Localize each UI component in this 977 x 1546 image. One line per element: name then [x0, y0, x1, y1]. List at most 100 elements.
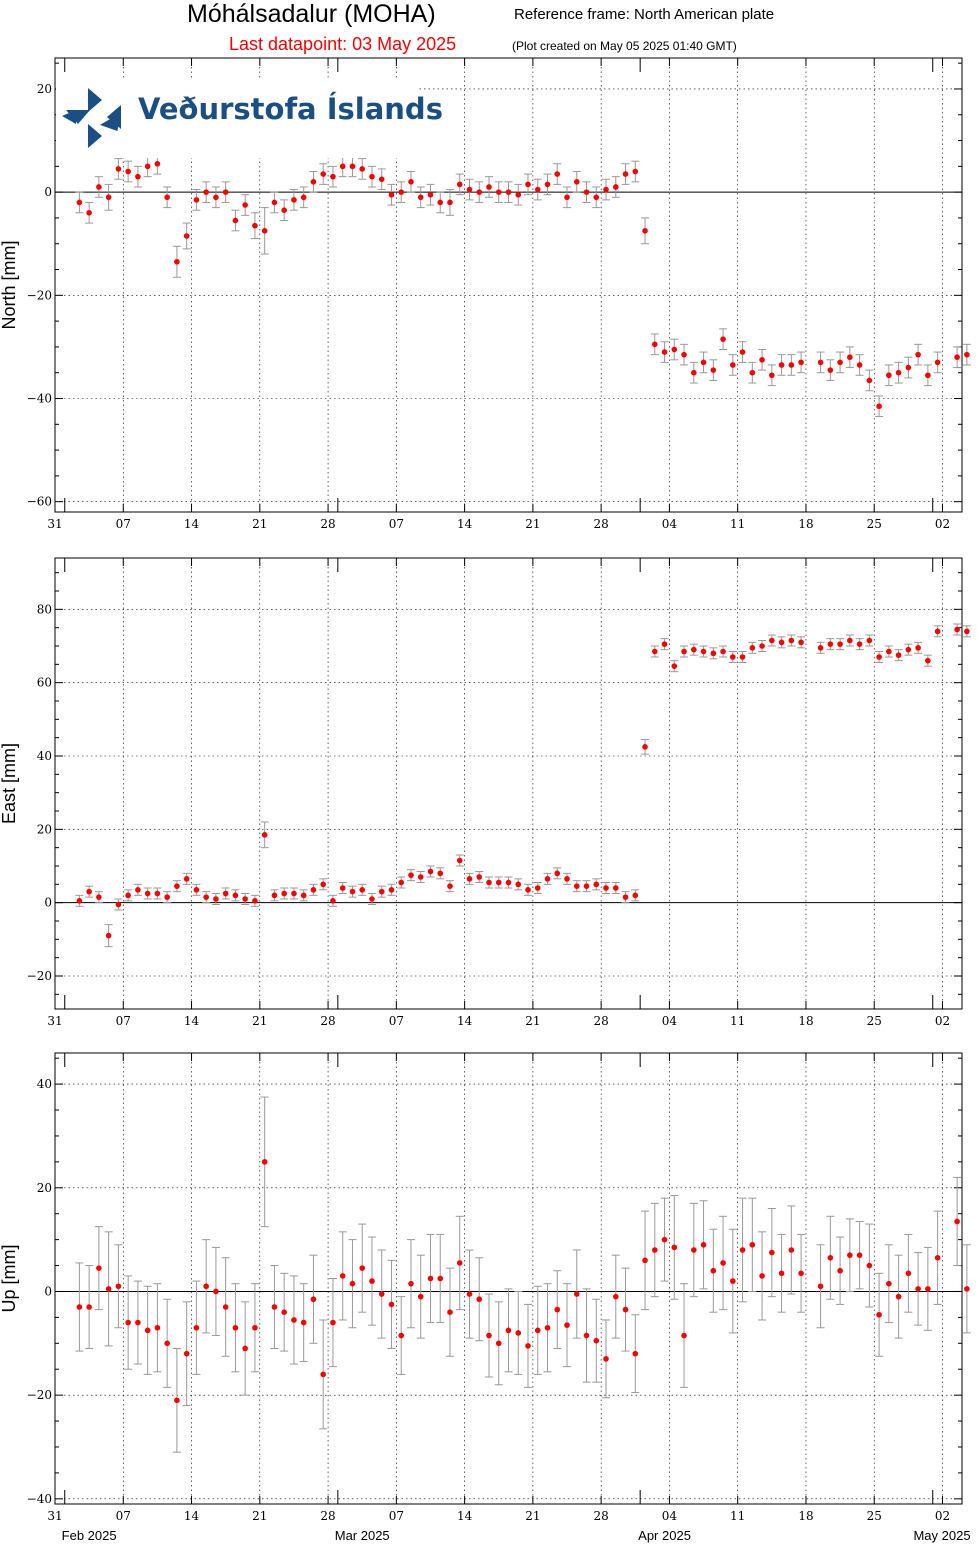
data-point [76, 1304, 83, 1310]
x-tick-label: 18 [798, 1509, 813, 1523]
data-point [388, 887, 395, 893]
x-tick-label: 14 [184, 517, 200, 531]
data-point [466, 186, 473, 193]
data-point [964, 1286, 970, 1292]
y-axis-label: Up [mm] [0, 1244, 19, 1312]
data-point [427, 191, 434, 198]
data-point [76, 199, 83, 206]
x-tick-label: 11 [730, 1509, 745, 1523]
data-point [827, 641, 834, 647]
data-point [398, 1332, 405, 1339]
data-point [476, 874, 483, 880]
data-point [417, 874, 424, 880]
data-point [759, 357, 765, 363]
data-point [310, 1296, 317, 1303]
data-point [934, 628, 941, 635]
data-point [622, 1306, 629, 1313]
y-tick-label: 60 [37, 676, 52, 690]
data-point [671, 1244, 678, 1251]
x-tick-label: 28 [320, 517, 335, 531]
data-point [310, 887, 317, 893]
x-tick-label: 07 [116, 1509, 131, 1523]
data-point [720, 648, 726, 655]
data-point [261, 832, 268, 838]
x-tick-label: 28 [320, 1509, 335, 1523]
data-point [778, 639, 785, 646]
data-point [495, 189, 502, 195]
data-point [730, 362, 736, 368]
data-point [183, 876, 190, 882]
data-point [271, 199, 278, 206]
reference-frame-label: Reference frame: North American plate [514, 6, 775, 23]
data-point [788, 1247, 795, 1253]
data-point [300, 892, 307, 899]
month-label: Apr 2025 [638, 1528, 691, 1543]
data-point [720, 1260, 726, 1266]
data-point [710, 367, 717, 373]
data-point [76, 898, 83, 904]
data-point [388, 191, 395, 198]
x-tick-label: 14 [457, 1509, 473, 1523]
x-tick-label: 21 [525, 1509, 540, 1523]
data-point [603, 1356, 609, 1362]
data-point [788, 362, 795, 368]
data-point [222, 1304, 229, 1310]
x-tick-label: 25 [867, 1014, 882, 1028]
x-tick-label: 18 [798, 1014, 813, 1028]
data-point [554, 1306, 561, 1313]
data-point [437, 870, 444, 877]
data-point [476, 1296, 483, 1303]
data-point [281, 207, 287, 213]
data-point [447, 883, 453, 889]
data-point [700, 1242, 707, 1248]
data-point [222, 890, 229, 897]
y-tick-label: 40 [37, 1077, 52, 1091]
data-point [691, 1247, 697, 1253]
x-tick-label: 04 [662, 1509, 678, 1523]
data-point [954, 626, 960, 633]
data-point [749, 645, 756, 651]
data-point [934, 1254, 941, 1261]
data-point [495, 1340, 502, 1347]
data-point [817, 359, 824, 366]
data-point [915, 645, 921, 651]
x-tick-label: 18 [798, 517, 813, 531]
y-tick-label: −40 [27, 392, 52, 406]
data-point [388, 1301, 395, 1308]
data-point [798, 1270, 804, 1277]
data-point [651, 648, 658, 655]
x-tick-label: 21 [252, 517, 267, 531]
vedurstofa-logo: Veðurstofa Íslands [56, 78, 443, 158]
data-point [203, 189, 209, 195]
data-point [886, 372, 892, 379]
plot-frame [54, 57, 963, 513]
data-point [573, 883, 580, 889]
data-point [408, 1280, 414, 1287]
plot-frame [54, 557, 963, 1010]
x-tick-label: 02 [935, 1014, 950, 1028]
data-point [193, 1324, 200, 1331]
data-point [505, 879, 512, 886]
data-point [525, 1343, 531, 1349]
data-point [905, 646, 912, 653]
data-point [330, 173, 336, 180]
data-point [456, 1260, 463, 1266]
data-point [213, 194, 219, 201]
data-point [525, 181, 531, 188]
y-tick-label: −40 [27, 1492, 52, 1506]
data-point [261, 228, 268, 234]
data-point [291, 890, 297, 897]
data-point [895, 1293, 902, 1300]
data-point [847, 637, 853, 644]
data-point [183, 233, 190, 239]
data-point [661, 641, 668, 647]
data-point [456, 181, 463, 188]
data-point [925, 1286, 931, 1292]
data-point [144, 163, 151, 170]
data-point [642, 228, 648, 234]
data-point [778, 1270, 785, 1277]
month-label: May 2025 [913, 1528, 970, 1543]
data-point [115, 1283, 122, 1290]
data-point [720, 336, 726, 342]
data-point [730, 654, 736, 660]
